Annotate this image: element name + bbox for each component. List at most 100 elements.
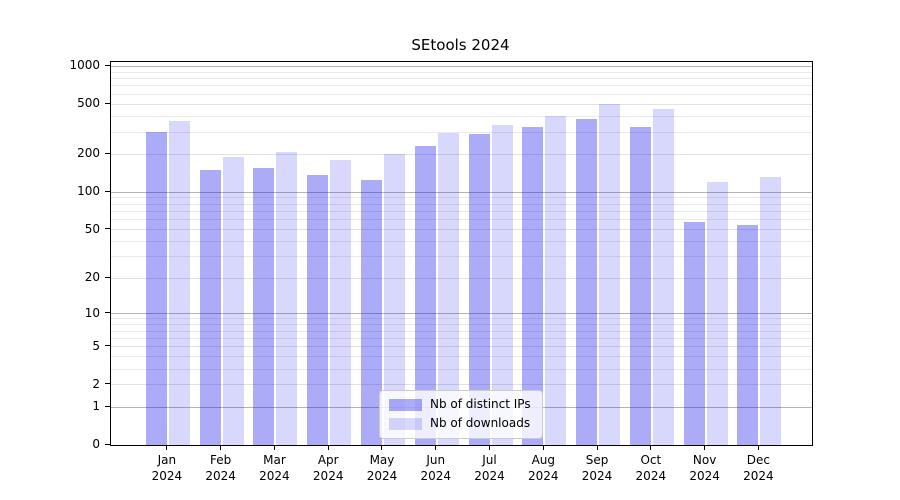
bar-downloads-oct bbox=[652, 108, 674, 445]
bar-downloads-sep bbox=[599, 103, 621, 445]
y-tick bbox=[105, 276, 110, 278]
bar-downloads-jul bbox=[491, 125, 513, 445]
y-tick-label: 50 bbox=[84, 221, 100, 236]
bar-distinct-ips-may bbox=[360, 179, 382, 445]
x-tick-month: Jan bbox=[157, 453, 177, 467]
bar-downloads-jan bbox=[168, 120, 190, 445]
bar-downloads-nov bbox=[706, 181, 728, 445]
y-tick bbox=[105, 405, 110, 407]
gridline-minor bbox=[111, 240, 812, 242]
x-tick-label: Feb 2024 bbox=[189, 452, 253, 484]
bar-distinct-ips-mar bbox=[253, 167, 275, 445]
y-tick-label: 20 bbox=[84, 270, 100, 285]
gridline-labeled bbox=[111, 277, 812, 279]
bar-distinct-ips-nov bbox=[683, 221, 705, 445]
x-tick-month: Sep bbox=[585, 453, 609, 467]
gridline-minor bbox=[111, 93, 812, 95]
gridline-labeled bbox=[111, 153, 812, 155]
x-tick-month: Oct bbox=[640, 453, 662, 467]
bar-distinct-ips-jul bbox=[468, 133, 490, 445]
x-tick bbox=[273, 445, 275, 450]
legend-label-downloads: Nb of downloads bbox=[430, 416, 531, 430]
x-tick-year: 2024 bbox=[689, 469, 720, 483]
x-tick-label: Jun 2024 bbox=[404, 452, 468, 484]
gridline-decade bbox=[111, 191, 812, 193]
x-tick-month: Mar bbox=[263, 453, 286, 467]
x-tick-month: Nov bbox=[692, 453, 717, 467]
x-tick-month: Jun bbox=[426, 453, 446, 467]
y-tick bbox=[105, 345, 110, 347]
x-tick-month: Jul bbox=[482, 453, 497, 467]
x-tick-label: Apr 2024 bbox=[296, 452, 360, 484]
gridline-minor bbox=[111, 131, 812, 133]
x-tick-year: 2024 bbox=[474, 469, 505, 483]
legend-row-distinct-ips: Nb of distinct IPs bbox=[389, 397, 531, 412]
y-tick bbox=[105, 152, 110, 154]
gridline-minor bbox=[111, 324, 812, 326]
x-tick-label: Sep 2024 bbox=[565, 452, 629, 484]
y-tick-label: 200 bbox=[77, 146, 100, 161]
x-tick-label: Oct 2024 bbox=[619, 452, 683, 484]
gridline-labeled bbox=[111, 384, 812, 386]
y-tick-label: 5 bbox=[92, 338, 100, 353]
bar-distinct-ips-dec bbox=[737, 225, 759, 445]
bar-downloads-apr bbox=[330, 160, 352, 445]
y-tick bbox=[105, 312, 110, 314]
gridline-minor bbox=[111, 116, 812, 118]
x-tick-label: Jul 2024 bbox=[458, 452, 522, 484]
x-tick bbox=[220, 445, 222, 450]
x-tick bbox=[435, 445, 437, 450]
gridline-minor bbox=[111, 330, 812, 332]
x-tick bbox=[650, 445, 652, 450]
x-tick-label: Dec 2024 bbox=[726, 452, 790, 484]
y-tick bbox=[105, 102, 110, 104]
bar-distinct-ips-aug bbox=[522, 127, 544, 445]
y-tick bbox=[105, 443, 110, 445]
legend-swatch-downloads-icon bbox=[389, 417, 422, 430]
y-tick-label: 10 bbox=[84, 305, 100, 320]
legend-swatch-distinct-ips-icon bbox=[389, 398, 422, 411]
x-tick-year: 2024 bbox=[528, 469, 559, 483]
legend: Nb of distinct IPs Nb of downloads bbox=[379, 390, 543, 439]
x-tick bbox=[381, 445, 383, 450]
gridline-minor bbox=[111, 210, 812, 212]
y-tick bbox=[105, 383, 110, 385]
gridline-minor bbox=[111, 71, 812, 73]
y-tick-label: 0 bbox=[92, 437, 100, 451]
legend-row-downloads: Nb of downloads bbox=[389, 416, 531, 431]
x-tick-month: Apr bbox=[317, 453, 339, 467]
x-tick-year: 2024 bbox=[581, 469, 613, 483]
x-tick-month: Dec bbox=[746, 453, 770, 467]
y-tick-label: 500 bbox=[77, 96, 100, 111]
bar-distinct-ips-jun bbox=[414, 145, 436, 445]
x-tick bbox=[327, 445, 329, 450]
gridline-minor bbox=[111, 78, 812, 80]
legend-label-distinct-ips: Nb of distinct IPs bbox=[430, 397, 531, 411]
bar-downloads-jun bbox=[437, 133, 459, 445]
bar-distinct-ips-feb bbox=[199, 170, 221, 445]
gridline-minor bbox=[111, 337, 812, 339]
x-tick-label: Mar 2024 bbox=[242, 452, 306, 484]
x-tick-year: 2024 bbox=[205, 469, 236, 483]
chart-title: SEtools 2024 bbox=[411, 36, 510, 54]
x-tick bbox=[542, 445, 544, 450]
gridline-labeled bbox=[111, 229, 812, 231]
gridline-minor bbox=[111, 356, 812, 358]
gridline-decade bbox=[111, 65, 812, 67]
gridline-minor bbox=[111, 85, 812, 87]
gridline-minor bbox=[111, 318, 812, 320]
x-tick bbox=[596, 445, 598, 450]
y-tick bbox=[105, 64, 110, 66]
gridline-labeled bbox=[111, 103, 812, 105]
bar-distinct-ips-sep bbox=[576, 119, 598, 445]
x-tick-year: 2024 bbox=[366, 469, 398, 483]
bar-distinct-ips-oct bbox=[629, 126, 651, 445]
x-tick bbox=[166, 445, 168, 450]
bar-distinct-ips-jan bbox=[145, 131, 167, 445]
y-tick-label: 1 bbox=[92, 399, 100, 413]
bar-downloads-may bbox=[383, 154, 405, 445]
x-tick bbox=[704, 445, 706, 450]
gridline-minor bbox=[111, 203, 812, 205]
plot-area: Nb of distinct IPs Nb of downloads bbox=[110, 61, 813, 446]
